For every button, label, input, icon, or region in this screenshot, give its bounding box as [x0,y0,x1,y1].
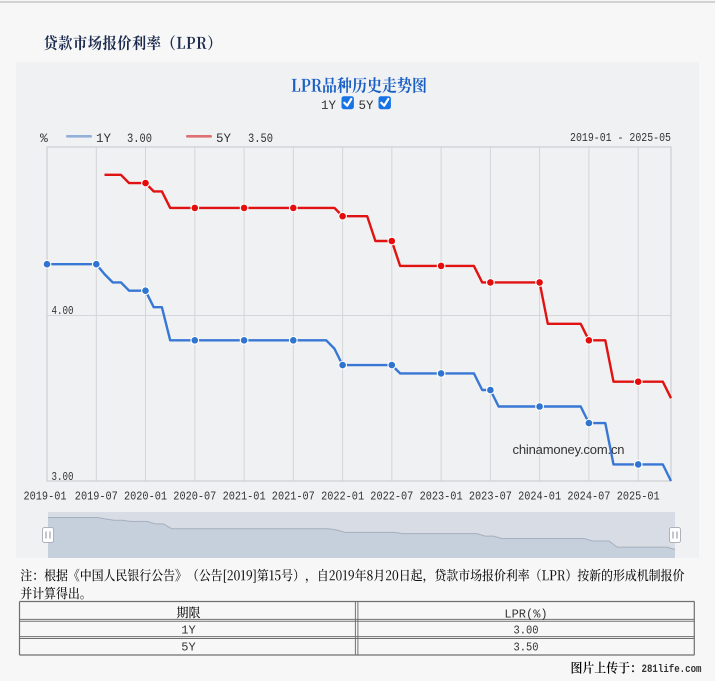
svg-text:2023-07: 2023-07 [469,490,512,504]
svg-text:281life.com: 281life.com [642,664,702,676]
svg-text:2019-01: 2019-01 [24,490,67,504]
svg-text:2021-07: 2021-07 [272,490,315,504]
svg-text:LPR(%): LPR(%) [504,607,547,621]
svg-text:2019-01 - 2025-05: 2019-01 - 2025-05 [570,131,671,145]
svg-text:2023-01: 2023-01 [420,490,463,504]
svg-text:2020-01: 2020-01 [124,490,167,504]
svg-text:2022-07: 2022-07 [370,490,413,504]
svg-text:4.00: 4.00 [52,304,74,318]
svg-text:%: % [40,131,48,146]
svg-text:2025-01: 2025-01 [617,490,660,504]
svg-text:2020-07: 2020-07 [173,490,216,504]
svg-text:2021-01: 2021-01 [223,490,266,504]
svg-text:5Y: 5Y [181,641,195,655]
svg-text:1Y: 1Y [321,99,337,113]
svg-text:2024-01: 2024-01 [518,490,561,504]
svg-text:5Y: 5Y [359,99,375,113]
svg-text:5Y: 5Y [216,132,232,146]
svg-text:chinamoney.com.cn: chinamoney.com.cn [513,442,625,457]
svg-text:3.00: 3.00 [514,624,539,638]
svg-text:3.00: 3.00 [52,470,74,484]
svg-text:3.50: 3.50 [248,132,273,146]
svg-text:2019-07: 2019-07 [75,490,118,504]
svg-text:2022-01: 2022-01 [321,490,364,504]
svg-text:3.00: 3.00 [127,132,152,146]
svg-text:1Y: 1Y [96,132,112,146]
svg-text:3.50: 3.50 [514,641,539,655]
svg-text:2024-07: 2024-07 [567,490,610,504]
svg-text:1Y: 1Y [181,624,195,638]
